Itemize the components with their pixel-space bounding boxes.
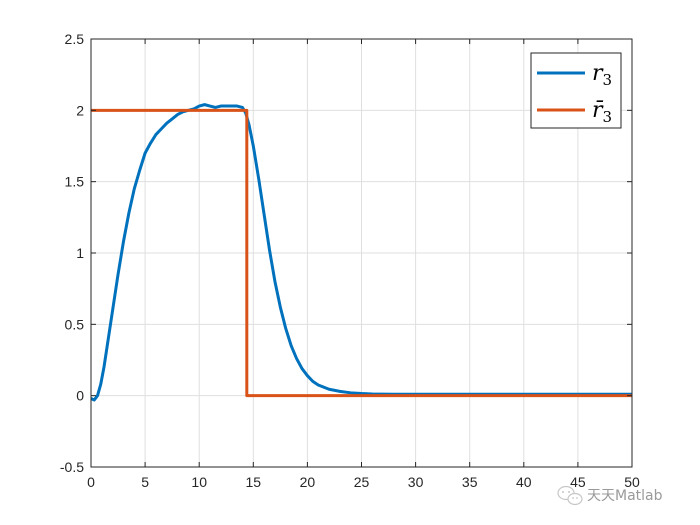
- x-tick-label: 20: [300, 474, 316, 490]
- y-tick-label: 2: [76, 102, 84, 118]
- x-tick-label: 40: [516, 474, 532, 490]
- y-tick-label: -0.5: [60, 459, 84, 475]
- x-tick-label: 0: [87, 474, 95, 490]
- axis-ticks: 0 5 10 15 20 25 30 35 40 45 50-0.500.511.522.5: [60, 31, 640, 490]
- legend: r3 r̄3: [530, 52, 622, 129]
- series-group: [90, 103, 632, 402]
- y-tick-label: 1: [76, 245, 84, 261]
- watermark-text: 天天Matlab: [587, 488, 663, 504]
- legend-box: [530, 52, 622, 129]
- wechat-icon: [557, 485, 583, 506]
- watermark: 天天Matlab: [557, 485, 663, 506]
- x-tick-label: 30: [408, 474, 424, 490]
- y-tick-label: 2.5: [65, 31, 85, 47]
- series-line-1: [91, 108, 632, 398]
- x-tick-label: 25: [354, 474, 370, 490]
- x-tick-label: 10: [191, 474, 207, 490]
- x-tick-label: 35: [462, 474, 478, 490]
- legend-label-r3: r3: [592, 61, 612, 89]
- x-tick-label: 5: [141, 474, 149, 490]
- x-tick-label: 45: [570, 474, 586, 490]
- y-tick-label: 0: [76, 388, 84, 404]
- y-tick-label: 0.5: [65, 316, 85, 332]
- x-tick-label: 15: [246, 474, 262, 490]
- legend-label-rbar3: r̄3: [592, 98, 612, 126]
- y-tick-label: 1.5: [65, 174, 85, 190]
- x-tick-label: 50: [624, 474, 640, 490]
- series-line-0: [90, 103, 632, 402]
